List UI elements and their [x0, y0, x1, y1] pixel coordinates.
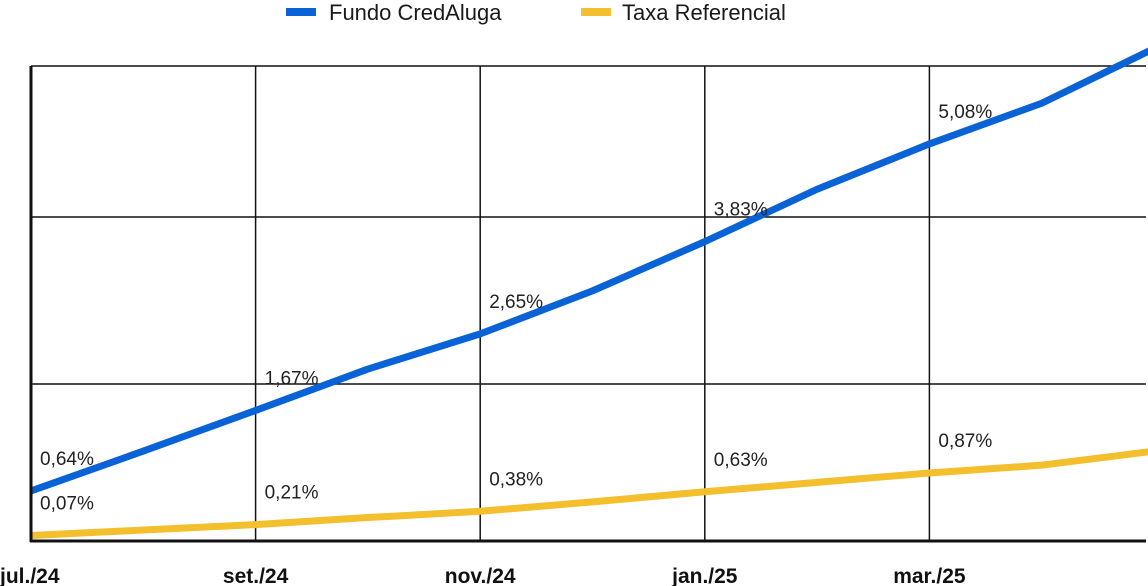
series-line-fundo-credaluga — [29, 47, 1148, 495]
data-label: 0,64% — [40, 449, 94, 470]
data-label: 0,63% — [714, 450, 768, 471]
data-label: 1,67% — [265, 368, 319, 389]
data-label: 5,08% — [938, 102, 992, 123]
axes — [29, 66, 1146, 543]
x-tick-label: mar./25 — [893, 565, 966, 586]
x-tick-label: nov./24 — [445, 565, 516, 586]
x-tick-label: jul./24 — [0, 565, 60, 586]
legend-label: Taxa Referencial — [622, 0, 786, 25]
x-tick-label: set./24 — [223, 565, 289, 586]
data-label: 0,87% — [938, 431, 992, 452]
data-label: 3,83% — [714, 200, 768, 221]
grid — [30, 65, 1146, 541]
data-labels: 0,64% 1,67% 2,65% 3,83% 5,08% 0,07% 0,21% 0,38%… — [40, 102, 992, 515]
data-label: 2,65% — [489, 292, 543, 313]
data-label: 0,07% — [40, 494, 94, 515]
legend: Fundo CredAluga Taxa Referencial — [286, 0, 786, 25]
data-label: 0,38% — [489, 469, 543, 490]
x-tick-label: jan./25 — [671, 565, 738, 586]
series-lines — [29, 47, 1148, 540]
x-axis-tick-labels: jul./24 set./24 nov./24 jan./25 mar./25 — [0, 565, 966, 586]
series-line-taxa-referencial — [30, 448, 1148, 540]
legend-swatch — [286, 8, 316, 16]
legend-swatch — [581, 8, 611, 16]
data-label: 0,21% — [265, 483, 319, 504]
legend-label: Fundo CredAluga — [329, 0, 502, 25]
